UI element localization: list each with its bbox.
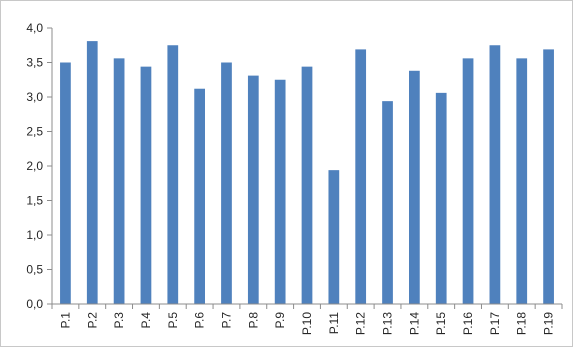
bar-p8 bbox=[247, 75, 259, 304]
y-tick-label: 3,5 bbox=[26, 56, 43, 70]
x-tick-label: P.10 bbox=[300, 312, 314, 335]
y-axis-ticks: 0,0 0,5 1,0 1,5 2,0 2,5 3,0 3,5 4,0 bbox=[26, 21, 52, 311]
x-tick-label: P.12 bbox=[354, 312, 368, 335]
y-tick-label: 2,5 bbox=[26, 125, 43, 139]
x-tick-label: P.11 bbox=[327, 312, 341, 335]
x-tick-label: P.2 bbox=[85, 312, 99, 329]
y-tick-label: 0,5 bbox=[26, 263, 43, 277]
bar-p3 bbox=[113, 58, 125, 304]
bar-p16 bbox=[462, 58, 474, 304]
bar-p6 bbox=[194, 88, 205, 304]
bar-p12 bbox=[355, 49, 367, 304]
bar-p19 bbox=[543, 49, 554, 304]
y-tick-label: 0,0 bbox=[26, 297, 43, 311]
bar-p2 bbox=[86, 41, 98, 305]
y-tick-label: 1,0 bbox=[26, 228, 43, 242]
x-tick-label: P.5 bbox=[166, 312, 180, 329]
bar-p14 bbox=[409, 70, 420, 304]
x-tick-label: P.15 bbox=[434, 312, 448, 335]
y-tick-label: 3,0 bbox=[26, 90, 43, 104]
bar-p11 bbox=[328, 170, 340, 304]
bar-p9 bbox=[274, 79, 286, 304]
bar-p17 bbox=[489, 45, 501, 304]
bar-p13 bbox=[382, 101, 393, 304]
y-tick-label: 1,5 bbox=[26, 194, 43, 208]
x-tick-label: P.18 bbox=[515, 312, 529, 335]
x-tick-label: P.13 bbox=[381, 312, 395, 335]
bar-p4 bbox=[140, 66, 152, 304]
x-tick-label: P.8 bbox=[246, 312, 260, 329]
bar-p15 bbox=[435, 92, 447, 304]
bar-p1 bbox=[60, 62, 71, 304]
x-tick-label: P.3 bbox=[112, 312, 126, 329]
x-tick-label: P.4 bbox=[139, 312, 153, 329]
bar-p5 bbox=[167, 45, 179, 304]
x-tick-label: P.1 bbox=[58, 312, 72, 329]
bar-p18 bbox=[516, 58, 528, 304]
bar-p7 bbox=[221, 62, 232, 304]
x-tick-label: P.14 bbox=[407, 312, 421, 335]
x-axis-ticks: P.1 P.2 P.3 P.4 P.5 P.6 P.7 P.8 P.9 P.10 P.11 P.12 P… bbox=[51, 304, 563, 335]
y-tick-label: 4,0 bbox=[26, 21, 43, 35]
x-tick-label: P.17 bbox=[488, 312, 502, 335]
y-tick-label: 2,0 bbox=[26, 159, 43, 173]
bar-p10 bbox=[301, 66, 313, 304]
x-tick-label: P.16 bbox=[461, 312, 475, 335]
x-tick-label: P.9 bbox=[273, 312, 287, 329]
x-tick-label: P.6 bbox=[193, 312, 207, 329]
bars bbox=[60, 41, 554, 305]
x-tick-label: P.19 bbox=[542, 312, 556, 335]
x-tick-label: P.7 bbox=[219, 312, 233, 329]
